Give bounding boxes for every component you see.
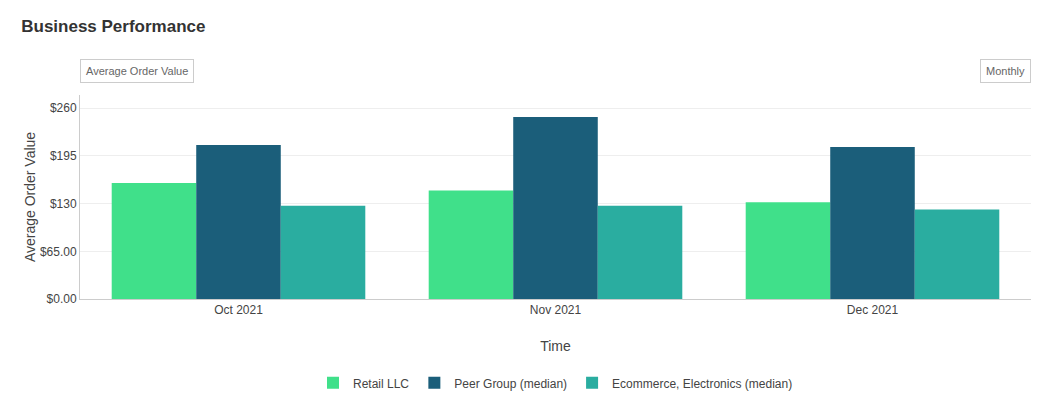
svg-text:Retail LLC: Retail LLC (353, 377, 409, 391)
svg-text:Average Order Value: Average Order Value (86, 65, 188, 77)
svg-text:Peer Group (median): Peer Group (median) (454, 377, 567, 391)
svg-text:Average Order Value: Average Order Value (22, 132, 38, 262)
svg-text:$130: $130 (50, 197, 77, 211)
svg-text:Oct 2021: Oct 2021 (214, 303, 263, 317)
svg-text:Nov 2021: Nov 2021 (530, 303, 582, 317)
svg-text:Time: Time (540, 338, 571, 354)
svg-text:$260: $260 (50, 101, 77, 115)
svg-text:$195: $195 (50, 149, 77, 163)
svg-text:Ecommerce, Electronics (median: Ecommerce, Electronics (median) (612, 377, 792, 391)
svg-text:$0.00: $0.00 (47, 292, 77, 306)
svg-text:Dec 2021: Dec 2021 (847, 303, 899, 317)
svg-text:Monthly: Monthly (986, 65, 1025, 77)
svg-text:$65.00: $65.00 (40, 245, 77, 259)
svg-text:Business Performance: Business Performance (21, 17, 205, 36)
